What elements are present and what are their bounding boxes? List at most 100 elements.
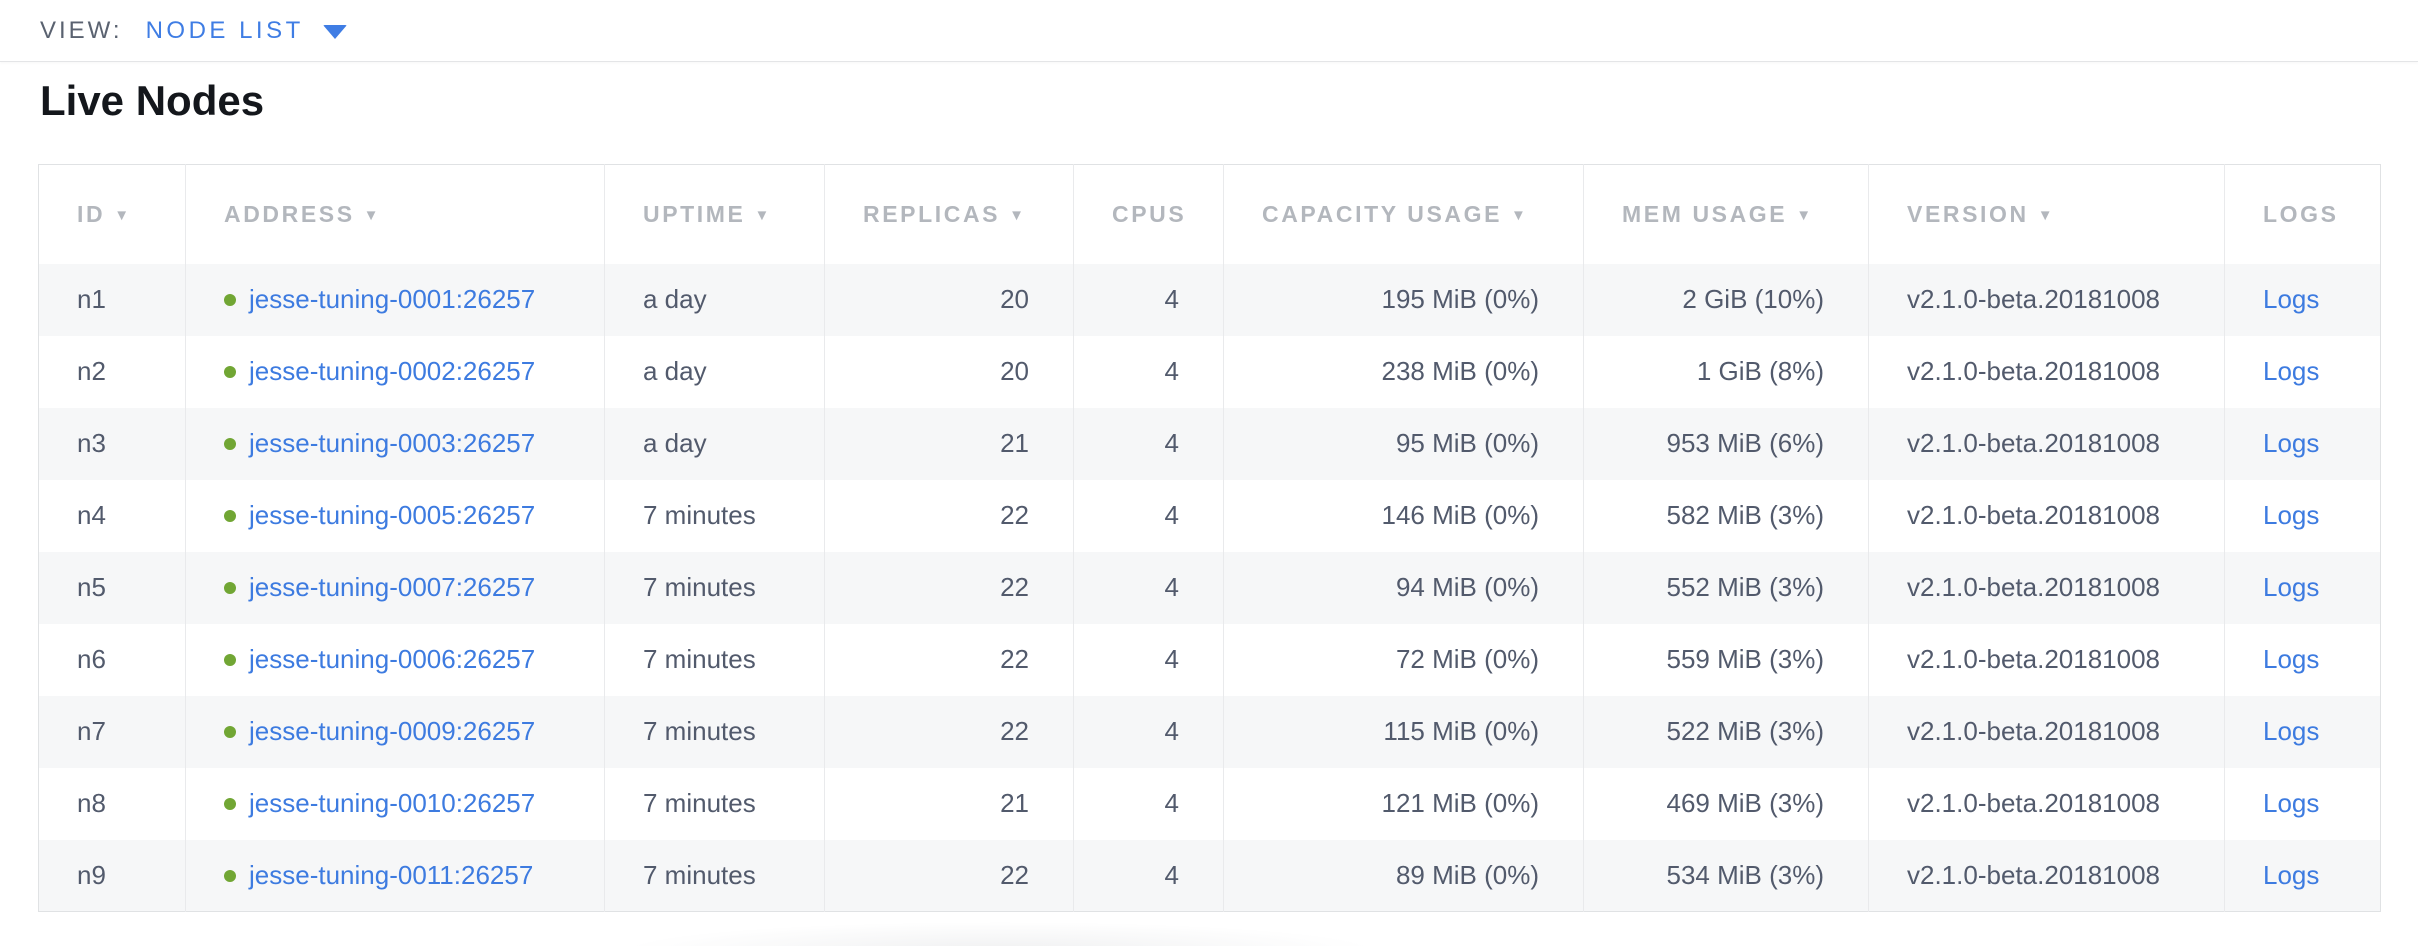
node-address-link[interactable]: jesse-tuning-0010:26257: [249, 788, 536, 818]
uptime-cell: 7 minutes: [604, 767, 825, 840]
view-dropdown[interactable]: NODE LIST: [146, 17, 347, 45]
logs-link[interactable]: Logs: [2263, 356, 2320, 386]
logs-cell: Logs: [2224, 767, 2381, 840]
logs-cell: Logs: [2224, 623, 2381, 696]
replicas-cell: 20: [824, 263, 1074, 336]
table-row: n6 jesse-tuning-0006:26257 7 minutes 22 4 72 …: [38, 623, 2381, 696]
node-live-status-icon: [224, 869, 236, 882]
node-address-cell: jesse-tuning-0002:26257: [185, 335, 605, 408]
node-live-status-icon: [224, 798, 236, 810]
column-label: UPTIME: [643, 200, 746, 227]
id-cell: n1: [77, 284, 106, 314]
id-cell: n6: [77, 644, 106, 674]
mem-cell: 559 MiB (3%): [1583, 623, 1869, 696]
logs-link[interactable]: Logs: [2263, 716, 2320, 746]
page-title: Live Nodes: [40, 77, 265, 124]
logs-cell: Logs: [2224, 263, 2381, 336]
logs-link[interactable]: Logs: [2263, 859, 2320, 890]
node-address-link[interactable]: jesse-tuning-0011:26257: [249, 859, 534, 890]
replicas-cell: 22: [824, 551, 1074, 624]
capacity-cell: 115 MiB (0%): [1223, 695, 1584, 768]
version-cell: v2.1.0-beta.20181008: [1868, 263, 2225, 336]
replicas-cell: 21: [824, 407, 1074, 480]
sort-arrow-icon: ▼: [2037, 206, 2056, 224]
version-cell: v2.1.0-beta.20181008: [1868, 479, 2225, 552]
view-selector-bar: VIEW: NODE LIST: [0, 0, 2418, 62]
below-fold-shadow: [510, 914, 1490, 946]
version-cell: v2.1.0-beta.20181008: [1868, 695, 2225, 768]
sort-arrow-icon: ▼: [1796, 206, 1814, 224]
logs-link[interactable]: Logs: [2263, 500, 2320, 530]
version-cell: v2.1.0-beta.20181008: [1868, 767, 2225, 840]
mem-cell: 2 GiB (10%): [1583, 263, 1869, 336]
column-header-mem[interactable]: MEM USAGE ▼: [1583, 164, 1869, 264]
column-label: VERSION: [1907, 200, 2029, 227]
cpus-cell: 4: [1073, 695, 1224, 768]
node-address-link[interactable]: jesse-tuning-0006:26257: [249, 644, 536, 674]
column-header-cpus: CPUS: [1073, 164, 1224, 264]
column-label: REPLICAS: [863, 200, 1001, 227]
cpus-cell: 4: [1073, 623, 1224, 696]
node-address-cell: jesse-tuning-0001:26257: [185, 263, 605, 336]
cpus-cell: 4: [1073, 839, 1224, 912]
table-row: n9 jesse-tuning-0011:26257 7 minutes 22 4 89 …: [38, 839, 2381, 912]
sort-arrow-icon: ▼: [363, 206, 382, 224]
version-cell: v2.1.0-beta.20181008: [1868, 623, 2225, 696]
uptime-cell: a day: [604, 407, 825, 480]
logs-link[interactable]: Logs: [2263, 644, 2320, 674]
capacity-cell: 146 MiB (0%): [1223, 479, 1584, 552]
chevron-down-icon: [322, 25, 347, 39]
table-row: n4 jesse-tuning-0005:26257 7 minutes 22 4 146…: [38, 479, 2381, 552]
node-address-link[interactable]: jesse-tuning-0002:26257: [249, 356, 536, 386]
id-cell: n9: [77, 859, 106, 890]
mem-cell: 552 MiB (3%): [1583, 551, 1869, 624]
capacity-cell: 95 MiB (0%): [1223, 407, 1584, 480]
node-address-link[interactable]: jesse-tuning-0005:26257: [249, 500, 536, 530]
replicas-cell: 20: [824, 335, 1074, 408]
logs-cell: Logs: [2224, 335, 2381, 408]
column-header-uptime[interactable]: UPTIME ▼: [604, 164, 825, 264]
node-address-link[interactable]: jesse-tuning-0003:26257: [249, 428, 536, 458]
logs-link[interactable]: Logs: [2263, 428, 2320, 458]
logs-cell: Logs: [2224, 479, 2381, 552]
mem-cell: 534 MiB (3%): [1583, 839, 1869, 912]
cpus-cell: 4: [1073, 479, 1224, 552]
id-cell: n7: [77, 716, 106, 746]
sort-arrow-icon: ▼: [1511, 206, 1529, 224]
id-cell: n4: [77, 500, 106, 530]
mem-cell: 469 MiB (3%): [1583, 767, 1869, 840]
version-cell: v2.1.0-beta.20181008: [1868, 551, 2225, 624]
column-header-capacity[interactable]: CAPACITY USAGE ▼: [1223, 164, 1584, 264]
capacity-cell: 94 MiB (0%): [1223, 551, 1584, 624]
uptime-cell: 7 minutes: [604, 623, 825, 696]
mem-cell: 1 GiB (8%): [1583, 335, 1869, 408]
column-label: CAPACITY USAGE: [1262, 200, 1503, 227]
replicas-cell: 22: [824, 695, 1074, 768]
uptime-cell: a day: [604, 263, 825, 336]
node-live-status-icon: [224, 654, 236, 666]
uptime-cell: a day: [604, 335, 825, 408]
column-header-id[interactable]: ID ▼: [39, 165, 186, 264]
column-label: ID: [77, 200, 106, 227]
column-header-address[interactable]: ADDRESS ▼: [185, 164, 605, 264]
node-address-link[interactable]: jesse-tuning-0007:26257: [249, 572, 536, 602]
cpus-cell: 4: [1073, 335, 1224, 408]
logs-cell: Logs: [2224, 407, 2381, 480]
column-header-version[interactable]: VERSION ▼: [1868, 164, 2225, 264]
column-header-logs: LOGS: [2224, 164, 2381, 264]
node-live-status-icon: [224, 438, 236, 450]
table-row: n3 jesse-tuning-0003:26257 a day 21 4 95 MiB …: [38, 407, 2381, 480]
node-address-link[interactable]: jesse-tuning-0009:26257: [249, 716, 536, 746]
column-header-replicas[interactable]: REPLICAS ▼: [824, 164, 1074, 264]
logs-link[interactable]: Logs: [2263, 284, 2320, 314]
table-row: n7 jesse-tuning-0009:26257 7 minutes 22 4 115…: [38, 695, 2381, 768]
node-live-status-icon: [224, 366, 236, 378]
replicas-cell: 22: [824, 623, 1074, 696]
uptime-cell: 7 minutes: [604, 479, 825, 552]
node-address-link[interactable]: jesse-tuning-0001:26257: [249, 284, 536, 314]
logs-link[interactable]: Logs: [2263, 788, 2320, 818]
column-label: CPUS: [1112, 200, 1187, 227]
logs-link[interactable]: Logs: [2263, 572, 2320, 602]
node-live-status-icon: [224, 726, 236, 738]
sort-arrow-icon: ▼: [1009, 206, 1027, 224]
